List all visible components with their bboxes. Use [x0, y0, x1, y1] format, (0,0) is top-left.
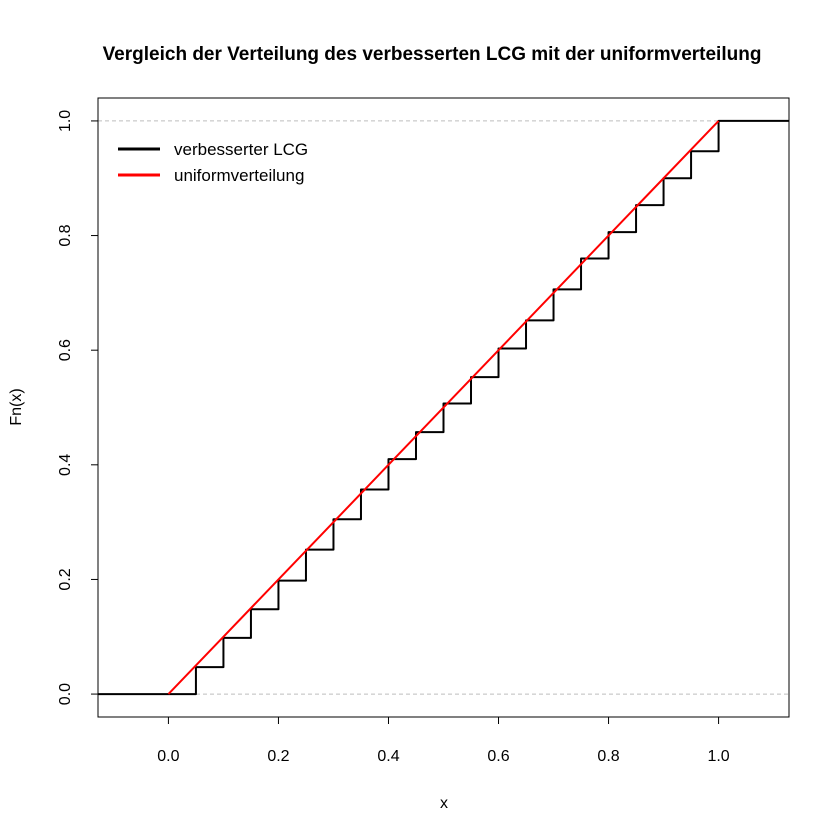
legend-label-0: verbesserter LCG — [174, 140, 308, 159]
series-line-1 — [167, 120, 720, 695]
y-tick-label-5: 1.0 — [57, 110, 74, 132]
y-axis-label: Fn(x) — [8, 388, 25, 425]
x-tick-label-1: 0.2 — [267, 748, 289, 765]
x-tick-label-5: 1.0 — [707, 748, 729, 765]
x-tick-label-0: 0.0 — [157, 748, 179, 765]
legend: verbesserter LCG uniformverteilung — [118, 140, 308, 185]
chart-title: Vergleich der Verteilung des verbesserte… — [103, 44, 762, 65]
legend-label-1: uniformverteilung — [174, 166, 304, 185]
x-tick-label-4: 0.8 — [597, 748, 619, 765]
y-tick-label-2: 0.4 — [57, 454, 74, 476]
y-axis: 0.0 0.2 0.4 0.6 0.8 1.0 — [57, 110, 99, 705]
x-tick-label-2: 0.4 — [377, 748, 399, 765]
reference-lines — [98, 120, 789, 695]
x-tick-label-3: 0.6 — [487, 748, 509, 765]
y-tick-label-3: 0.6 — [57, 339, 74, 361]
x-axis: 0.0 0.2 0.4 0.6 0.8 1.0 — [157, 716, 730, 765]
series-layer — [98, 119, 789, 696]
y-tick-label-4: 0.8 — [57, 224, 74, 246]
y-tick-label-1: 0.2 — [57, 568, 74, 590]
x-axis-label: x — [440, 795, 448, 812]
y-tick-label-0: 0.0 — [57, 683, 74, 705]
